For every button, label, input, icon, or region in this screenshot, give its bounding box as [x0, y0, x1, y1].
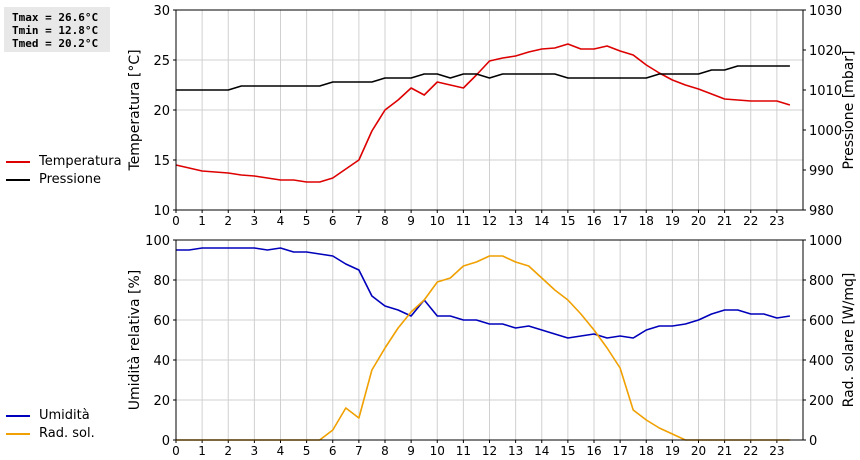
y-axis-label: Temperatura [°C] — [127, 49, 143, 171]
stat-tmax: Tmax = 26.6°C — [12, 11, 99, 24]
plot-frame — [175, 9, 804, 211]
y2-tick-label: 600 — [809, 314, 834, 329]
legend-swatch — [6, 161, 30, 163]
y2-tick-label: 1030 — [809, 4, 842, 19]
x-tick-label: 14 — [534, 444, 549, 458]
y-tick-label: 20 — [153, 104, 170, 119]
x-tick-label: 7 — [355, 444, 363, 458]
y-tick-label: 80 — [153, 274, 170, 289]
y-tick-label: 40 — [153, 354, 170, 369]
y2-tick-label: 990 — [809, 164, 834, 179]
legend-swatch — [6, 415, 30, 417]
x-tick-label: 14 — [534, 214, 549, 228]
x-tick-label: 16 — [586, 444, 601, 458]
y2-tick-label: 1020 — [809, 44, 842, 59]
x-tick-label: 23 — [769, 214, 784, 228]
y2-tick-label: 1000 — [809, 124, 842, 139]
x-tick-label: 6 — [329, 214, 337, 228]
x-tick-label: 19 — [665, 214, 680, 228]
x-tick-label: 17 — [612, 214, 627, 228]
y-tick-label: 20 — [153, 394, 170, 409]
legend-label: Temperatura — [39, 154, 122, 169]
chart-2: 0 1 2 3 4 5 6 7 8 9 10 11 12 13 14 15 16 17 18 19 20 21 22 2302… — [127, 234, 857, 458]
y2-tick-label: 400 — [809, 354, 834, 369]
x-tick-label: 2 — [224, 444, 232, 458]
x-tick-label: 0 — [172, 214, 180, 228]
series-line-umidit — [176, 247, 791, 339]
x-tick-label: 13 — [508, 214, 523, 228]
y-tick-label: 100 — [145, 234, 170, 249]
x-tick-label: 3 — [251, 444, 259, 458]
x-tick-label: 5 — [303, 444, 311, 458]
y2-tick-label: 800 — [809, 274, 834, 289]
x-tick-label: 21 — [717, 444, 732, 458]
x-tick-label: 9 — [407, 214, 415, 228]
stat-tmin: Tmin = 12.8°C — [12, 24, 99, 37]
y2-axis-label: Rad. solare [W/mq] — [841, 273, 857, 408]
legend-label: Pressione — [39, 172, 102, 187]
chart-1: 0 1 2 3 4 5 6 7 8 9 10 11 12 13 14 15 16 17 18 19 20 21 22 2310… — [127, 4, 857, 228]
legend-label: Umidità — [39, 408, 90, 423]
plot-frame — [175, 239, 804, 441]
x-tick-label: 20 — [691, 214, 706, 228]
x-tick-label: 22 — [743, 214, 758, 228]
y-tick-label: 10 — [153, 204, 170, 219]
x-tick-label: 13 — [508, 444, 523, 458]
x-tick-label: 23 — [769, 444, 784, 458]
x-tick-label: 6 — [329, 444, 337, 458]
series-line-temperatura — [175, 43, 791, 183]
x-tick-label: 15 — [560, 444, 575, 458]
x-tick-label: 9 — [407, 444, 415, 458]
x-tick-label: 17 — [612, 444, 627, 458]
x-tick-label: 10 — [430, 444, 445, 458]
x-tick-label: 12 — [482, 214, 497, 228]
y2-tick-label: 980 — [809, 204, 834, 219]
x-tick-label: 16 — [586, 214, 601, 228]
series-line-rad-sol — [176, 255, 790, 441]
x-tick-label: 1 — [198, 444, 206, 458]
x-tick-label: 11 — [456, 444, 471, 458]
y2-axis-label: Pressione [mbar] — [841, 50, 857, 169]
y-tick-label: 15 — [153, 154, 170, 169]
x-tick-label: 10 — [430, 214, 445, 228]
y2-tick-label: 200 — [809, 394, 834, 409]
y2-tick-label: 1000 — [809, 234, 842, 249]
x-tick-label: 8 — [381, 214, 389, 228]
x-tick-label: 3 — [251, 214, 259, 228]
legend-label: Rad. sol. — [39, 426, 95, 441]
y-tick-label: 30 — [153, 4, 170, 19]
legend-swatch — [6, 433, 30, 435]
x-tick-label: 22 — [743, 444, 758, 458]
x-tick-label: 4 — [277, 214, 285, 228]
x-tick-label: 21 — [717, 214, 732, 228]
y-axis-label: Umidità relativa [%] — [127, 270, 143, 411]
x-tick-label: 19 — [665, 444, 680, 458]
x-tick-label: 18 — [639, 214, 654, 228]
x-tick-label: 11 — [456, 214, 471, 228]
x-tick-label: 0 — [172, 444, 180, 458]
stats-box: Tmax = 26.6°C Tmin = 12.8°C Tmed = 20.2°… — [4, 7, 110, 52]
x-tick-label: 20 — [691, 444, 706, 458]
y2-tick-label: 1010 — [809, 84, 842, 99]
x-tick-label: 4 — [277, 444, 285, 458]
stat-tmed: Tmed = 20.2°C — [12, 37, 99, 50]
y-tick-label: 0 — [162, 434, 170, 449]
x-tick-label: 18 — [639, 444, 654, 458]
y-tick-label: 25 — [153, 54, 170, 69]
y-tick-label: 60 — [153, 314, 170, 329]
y2-tick-label: 0 — [809, 434, 817, 449]
x-tick-label: 5 — [303, 214, 311, 228]
x-tick-label: 2 — [224, 214, 232, 228]
x-tick-label: 1 — [198, 214, 206, 228]
series-line-pressione — [176, 65, 790, 91]
x-tick-label: 7 — [355, 214, 363, 228]
x-tick-label: 8 — [381, 444, 389, 458]
legend-swatch — [6, 179, 30, 181]
x-tick-label: 12 — [482, 444, 497, 458]
x-tick-label: 15 — [560, 214, 575, 228]
